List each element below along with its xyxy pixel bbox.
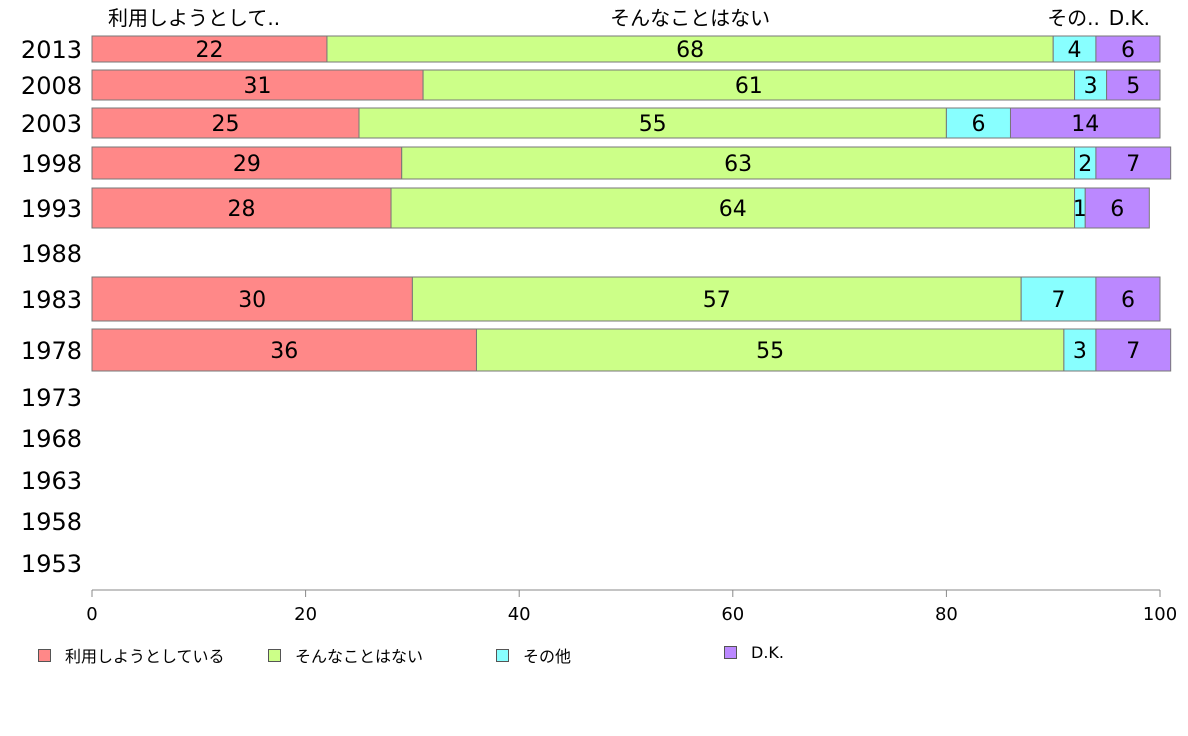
bar-value-label: 61	[735, 74, 763, 99]
year-label: 1978	[21, 337, 82, 365]
bar-value-label: 3	[1073, 339, 1087, 364]
column-header: その..	[1047, 6, 1100, 30]
column-header: そんなことはない	[610, 6, 770, 30]
bar-value-label: 29	[233, 152, 261, 177]
bar-value-label: 30	[238, 288, 266, 313]
bar-value-label: 57	[703, 288, 731, 313]
year-label: 1953	[21, 550, 82, 578]
bar-segment	[1095, 35, 1161, 63]
column-header: D.K.	[1109, 6, 1150, 30]
bar-segment	[1095, 276, 1161, 322]
bar-value-label: 63	[724, 152, 752, 177]
year-label: 1988	[21, 240, 82, 268]
year-label: 2003	[21, 110, 82, 138]
legend-swatch-1	[268, 648, 281, 662]
bar-value-label: 7	[1126, 152, 1140, 177]
column-header: 利用しようとして..	[108, 6, 280, 30]
bar-value-label: 3	[1084, 74, 1098, 99]
bar-segment	[1095, 146, 1172, 180]
year-label: 1983	[21, 286, 82, 314]
bar-value-label: 14	[1071, 112, 1099, 137]
bar-segment	[91, 276, 413, 322]
legend-item-2: その他	[496, 643, 571, 667]
bar-value-label: 6	[971, 112, 985, 137]
bar-segment	[326, 35, 1054, 63]
bar-segment	[422, 69, 1076, 101]
bar-segment	[1106, 69, 1161, 101]
bar-value-label: 55	[756, 339, 784, 364]
bar-value-label: 22	[195, 38, 223, 63]
bar-value-label: 36	[270, 339, 298, 364]
bar-segment	[91, 35, 328, 63]
bar-value-label: 28	[228, 197, 256, 222]
bar-segment	[1052, 35, 1097, 63]
legend: 利用しようとしている そんなことはない その他 D.K.	[38, 643, 1158, 667]
bar-segment	[411, 276, 1022, 322]
bar-value-label: 4	[1068, 38, 1082, 63]
legend-label-2: その他	[523, 647, 572, 666]
year-label: 1998	[21, 150, 82, 178]
legend-item-1: そんなことはない	[268, 643, 423, 667]
bar-segment	[401, 146, 1076, 180]
bar-value-label: 1	[1073, 197, 1087, 222]
bar-value-label: 2	[1078, 152, 1092, 177]
bar-value-label: 5	[1126, 74, 1140, 99]
bar-segment	[358, 107, 947, 139]
bar-value-label: 6	[1110, 197, 1124, 222]
bar-segment	[1084, 187, 1150, 229]
bar-value-label: 6	[1121, 38, 1135, 63]
legend-swatch-0	[38, 648, 51, 662]
bar-value-label: 31	[244, 74, 272, 99]
bar-value-label: 55	[639, 112, 667, 137]
bar-value-label: 25	[212, 112, 240, 137]
legend-label-0: 利用しようとしている	[65, 647, 225, 666]
legend-item-3: D.K.	[724, 643, 784, 662]
stacked-bar-chart: 2013200820031998199319881983197819731968…	[21, 6, 1177, 625]
x-tick-label: 40	[508, 604, 531, 625]
legend-label-3: D.K.	[751, 643, 784, 662]
year-label: 1958	[21, 508, 82, 536]
bar-segment	[390, 187, 1076, 229]
year-label: 2013	[21, 36, 82, 64]
bar-value-label: 68	[676, 38, 704, 63]
legend-item-0: 利用しようとしている	[38, 643, 225, 667]
legend-label-1: そんなことはない	[295, 647, 424, 666]
bar-segment	[1095, 328, 1172, 372]
bar-value-label: 64	[719, 197, 747, 222]
x-tick-label: 20	[294, 604, 317, 625]
bar-value-label: 7	[1126, 339, 1140, 364]
legend-swatch-2	[496, 648, 509, 662]
x-tick-label: 0	[86, 604, 97, 625]
year-label: 2008	[21, 72, 82, 100]
x-tick-label: 100	[1143, 604, 1177, 625]
bar-value-label: 6	[1121, 288, 1135, 313]
year-label: 1968	[21, 425, 82, 453]
bar-segment	[1020, 276, 1097, 322]
bar-segment	[1009, 107, 1161, 139]
year-label: 1963	[21, 467, 82, 495]
bar-segment	[91, 328, 477, 372]
bar-segment	[1074, 69, 1108, 101]
legend-swatch-3	[724, 646, 737, 659]
bar-value-label: 7	[1052, 288, 1066, 313]
bar-segment	[91, 69, 424, 101]
bar-segment	[91, 146, 403, 180]
bar-segment	[91, 187, 392, 229]
bar-segment	[1063, 328, 1097, 372]
x-tick-label: 80	[935, 604, 958, 625]
year-label: 1973	[21, 384, 82, 412]
bar-segment	[91, 107, 360, 139]
year-label: 1993	[21, 195, 82, 223]
x-tick-label: 60	[721, 604, 744, 625]
